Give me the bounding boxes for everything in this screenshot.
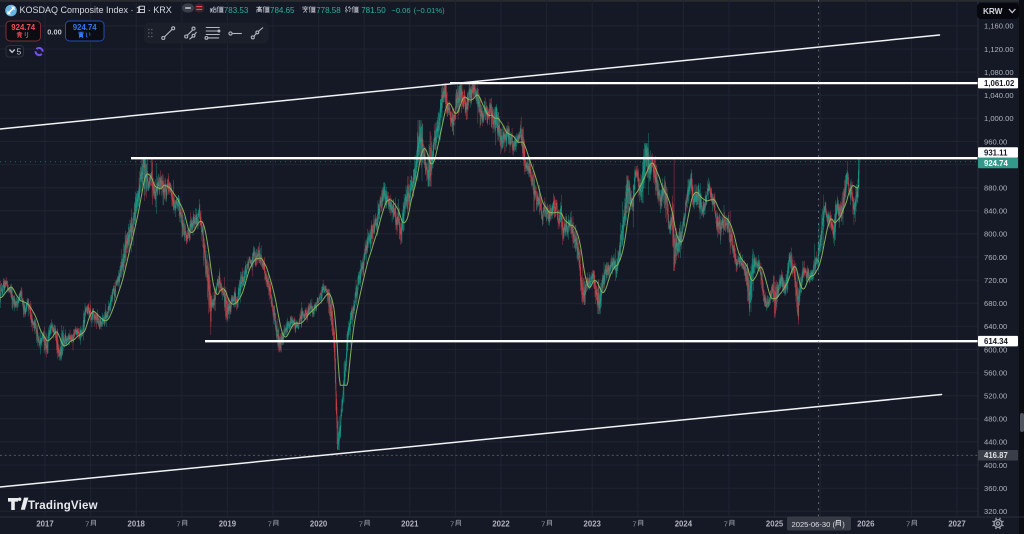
svg-text:7: 7	[268, 520, 272, 529]
svg-text:2022: 2022	[492, 520, 510, 529]
svg-text:2025: 2025	[766, 520, 784, 529]
svg-text:2019: 2019	[219, 520, 237, 529]
svg-text:480.00: 480.00	[984, 415, 1007, 424]
svg-text:800.00: 800.00	[984, 230, 1007, 239]
svg-text:5: 5	[17, 47, 22, 57]
svg-text:924.74: 924.74	[984, 159, 1009, 168]
svg-text:2017: 2017	[36, 520, 53, 529]
svg-text:400.00: 400.00	[984, 461, 1007, 470]
svg-text:2024: 2024	[675, 520, 693, 529]
svg-text:2021: 2021	[401, 520, 419, 529]
svg-text:2023: 2023	[584, 520, 602, 529]
svg-text:416.87: 416.87	[984, 451, 1008, 460]
svg-text:880.00: 880.00	[984, 184, 1007, 193]
svg-text:600.00: 600.00	[984, 345, 1007, 354]
svg-text:7: 7	[176, 520, 180, 529]
svg-text:7: 7	[450, 520, 454, 529]
svg-text:TradingView: TradingView	[28, 500, 98, 512]
svg-text:): )	[842, 520, 845, 529]
svg-text:360.00: 360.00	[984, 484, 1007, 493]
svg-text:520.00: 520.00	[984, 392, 1007, 401]
svg-text:2020: 2020	[310, 520, 328, 529]
svg-text:840.00: 840.00	[984, 207, 1007, 216]
svg-text:560.00: 560.00	[984, 368, 1007, 377]
svg-text:7: 7	[359, 520, 363, 529]
svg-text:781.50: 781.50	[361, 6, 386, 15]
svg-text:1,160.00: 1,160.00	[984, 22, 1014, 31]
svg-text:1,080.00: 1,080.00	[984, 68, 1014, 77]
svg-text:440.00: 440.00	[984, 438, 1007, 447]
svg-text:7: 7	[541, 520, 545, 529]
svg-text:7: 7	[85, 520, 89, 529]
svg-text:−0.06: −0.06	[391, 6, 410, 15]
svg-text:7: 7	[724, 520, 728, 529]
svg-text:(−0.01%): (−0.01%)	[414, 6, 445, 15]
svg-text:7: 7	[906, 520, 910, 529]
svg-text:720.00: 720.00	[984, 276, 1007, 285]
svg-text:1,040.00: 1,040.00	[984, 91, 1014, 100]
svg-text:7: 7	[632, 520, 636, 529]
svg-text:2025-06-30 (: 2025-06-30 (	[792, 520, 836, 529]
svg-text:· KRX: · KRX	[148, 5, 172, 15]
svg-text:680.00: 680.00	[984, 299, 1007, 308]
svg-text:1,120.00: 1,120.00	[984, 45, 1014, 54]
svg-text:924.74: 924.74	[73, 23, 98, 32]
svg-text:931.11: 931.11	[984, 148, 1008, 157]
svg-text:640.00: 640.00	[984, 322, 1007, 331]
svg-text:1,061.02: 1,061.02	[984, 79, 1015, 88]
svg-text:2027: 2027	[948, 520, 965, 529]
svg-text:778.58: 778.58	[316, 6, 341, 15]
svg-text:924.74: 924.74	[11, 23, 36, 32]
svg-text:2026: 2026	[857, 520, 875, 529]
svg-text:2018: 2018	[128, 520, 146, 529]
svg-text:614.34: 614.34	[984, 337, 1009, 346]
svg-text:1,000.00: 1,000.00	[984, 114, 1014, 123]
svg-text:960.00: 960.00	[984, 137, 1007, 146]
svg-text:783.53: 783.53	[224, 6, 249, 15]
svg-text:760.00: 760.00	[984, 253, 1007, 262]
svg-text:KRW: KRW	[983, 7, 1003, 16]
svg-text:0.00: 0.00	[47, 27, 61, 36]
svg-text:784.65: 784.65	[270, 6, 295, 15]
svg-text:320.00: 320.00	[984, 507, 1007, 516]
svg-text:KOSDAQ Composite Index · 1: KOSDAQ Composite Index · 1	[20, 5, 142, 15]
